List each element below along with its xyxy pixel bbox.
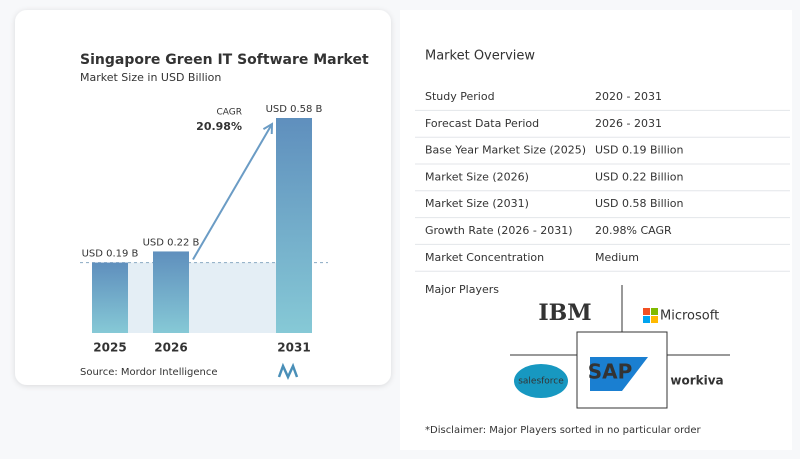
- x-tick-label: 2026: [154, 341, 187, 355]
- row-value: 2026 - 2031: [595, 117, 662, 130]
- bar: [276, 118, 312, 333]
- row-value: USD 0.22 Billion: [595, 170, 683, 183]
- player-logo: IBM: [538, 300, 591, 326]
- source: Source: Mordor Intelligence: [80, 367, 218, 378]
- row-value: 2020 - 2031: [595, 90, 662, 103]
- row-value: USD 0.58 Billion: [595, 197, 683, 210]
- value-label: USD 0.58 B: [266, 104, 323, 115]
- player-logo: workiva: [670, 374, 723, 388]
- logo-shape: [643, 316, 650, 323]
- row-value: Medium: [595, 251, 639, 264]
- value-label: USD 0.22 B: [143, 237, 200, 248]
- row-label: Market Size (2026): [425, 170, 529, 183]
- cagr-value: 20.98%: [196, 120, 242, 133]
- row-label: Growth Rate (2026 - 2031): [425, 224, 573, 237]
- overview-title: Market Overview: [425, 49, 535, 64]
- cagr-arrowhead: [262, 122, 274, 135]
- logo: [277, 362, 299, 381]
- bar: [92, 262, 128, 333]
- row-label: Study Period: [425, 90, 495, 103]
- disclaimer: *Disclaimer: Major Players sorted in no …: [425, 425, 702, 436]
- x-tick-label: 2025: [93, 341, 126, 355]
- row-label: Forecast Data Period: [425, 117, 539, 130]
- chart-title: Singapore Green IT Software Market: [80, 52, 369, 68]
- logo-shape: [651, 316, 658, 323]
- cagr-label: CAGR: [216, 108, 242, 118]
- chart-subtitle: Market Size in USD Billion: [80, 71, 221, 84]
- value-label: USD 0.19 B: [82, 249, 139, 260]
- players-title: Major Players: [425, 283, 499, 296]
- row-label: Market Concentration: [425, 251, 544, 264]
- logo-shape: [514, 364, 568, 398]
- logo-shape: [590, 357, 648, 391]
- row-label: Market Size (2031): [425, 197, 529, 210]
- player-logo: Microsoft: [660, 309, 719, 324]
- player-logo: SAP: [588, 360, 633, 384]
- logo-shape: [651, 308, 658, 315]
- cagr-arrow: [192, 123, 273, 260]
- baseline-area: [128, 262, 276, 333]
- x-tick-label: 2031: [277, 341, 310, 355]
- player-grid: [510, 285, 730, 409]
- row-value: 20.98% CAGR: [595, 224, 672, 237]
- row-value: USD 0.19 Billion: [595, 144, 683, 157]
- bar: [153, 251, 189, 333]
- row-label: Base Year Market Size (2025): [425, 144, 586, 157]
- player-logo: salesforce: [518, 377, 564, 387]
- logo-shape: [643, 308, 650, 315]
